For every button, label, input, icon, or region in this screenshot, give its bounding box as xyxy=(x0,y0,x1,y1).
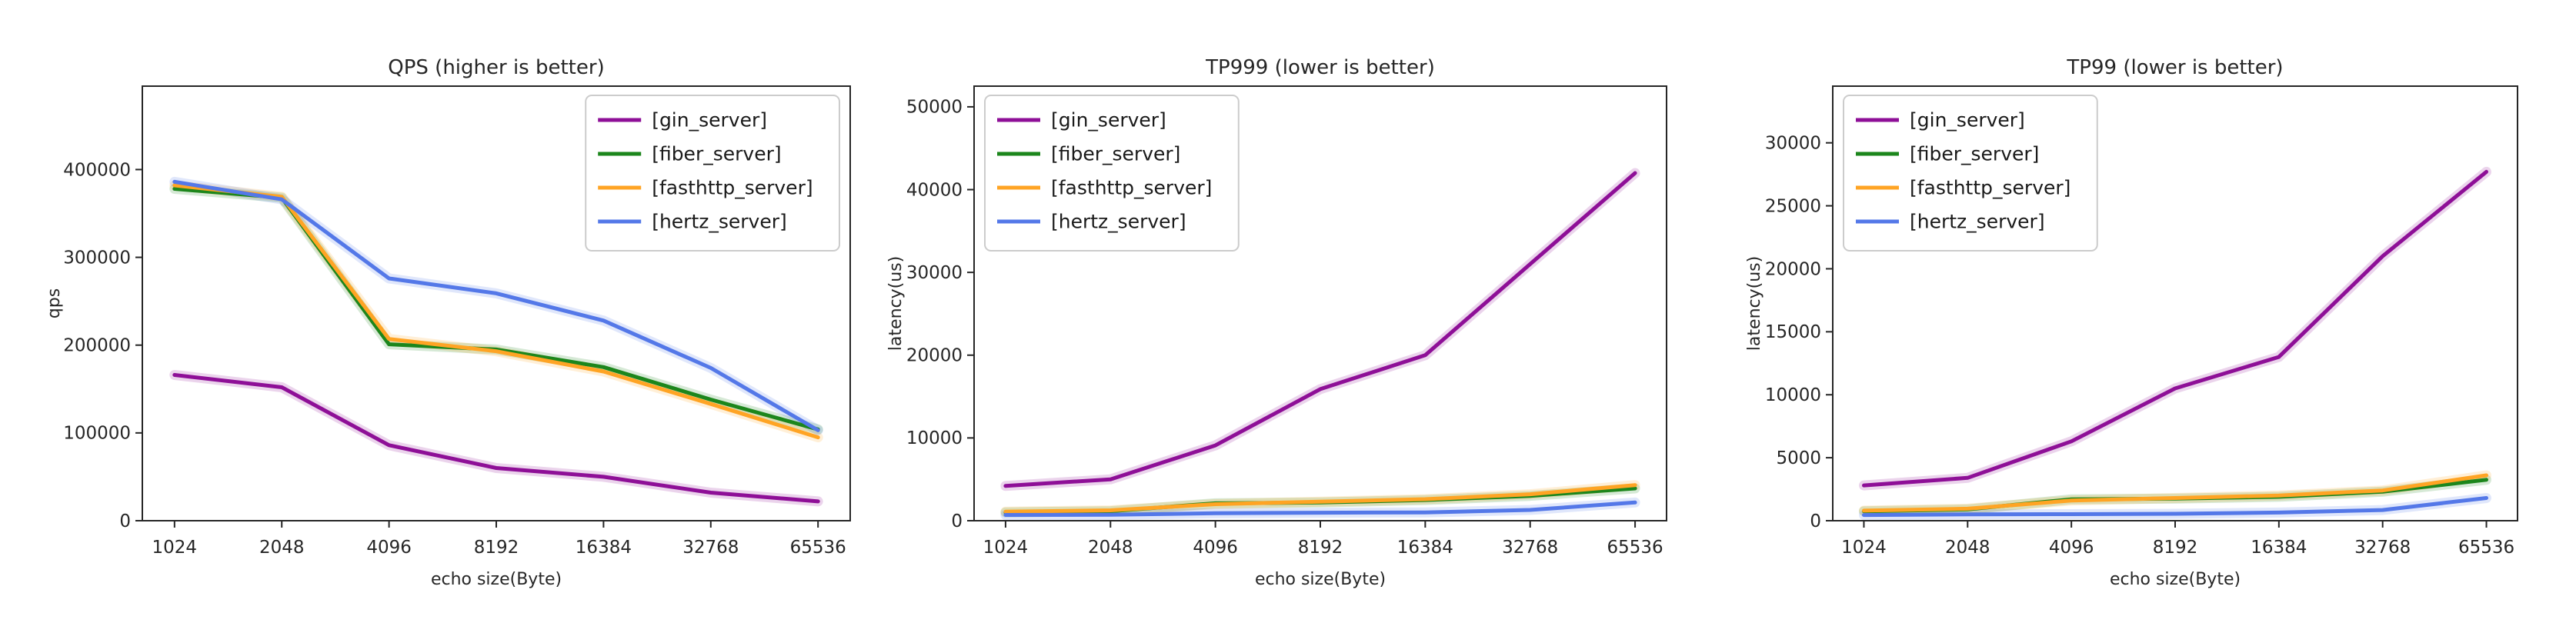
x-tick-label: 16384 xyxy=(576,538,632,558)
x-axis-label: echo size(Byte) xyxy=(431,570,562,589)
series-group xyxy=(1859,166,2491,521)
series-band-gin_server xyxy=(169,370,823,507)
x-tick-label: 8192 xyxy=(1298,538,1343,558)
x-axis-label: echo size(Byte) xyxy=(2110,570,2241,589)
y-axis: 0 10000 20000 30000 40000 50000 xyxy=(906,98,974,531)
qps-chart: QPS (higher is better) 0 100000 200000 30000… xyxy=(45,56,851,589)
series-line-gin_server xyxy=(1862,169,2488,488)
legend-label: [hertz_server] xyxy=(1910,211,2045,233)
series-line-hertz_server xyxy=(1003,500,1637,517)
legend-label: [fiber_server] xyxy=(652,143,781,165)
y-tick-label: 100000 xyxy=(63,424,131,444)
y-tick-label: 200000 xyxy=(63,336,131,356)
chart-title: QPS (higher is better) xyxy=(388,56,604,79)
series-line-fasthttp_server xyxy=(172,183,820,440)
legend-box xyxy=(984,95,1240,252)
x-tick-label: 16384 xyxy=(2251,538,2307,558)
x-tick-label: 4096 xyxy=(2049,538,2094,558)
y-tick-label: 300000 xyxy=(63,248,131,268)
y-tick-label: 25000 xyxy=(1765,196,1821,216)
y-tick-label: 5000 xyxy=(1776,448,1821,468)
chart-panel-qps: QPS (higher is better) 0 100000 200000 30000… xyxy=(0,0,859,623)
y-axis-label: qps xyxy=(45,288,64,318)
series-line-fasthttp_server xyxy=(1003,483,1637,514)
x-tick-label: 1024 xyxy=(983,538,1029,558)
x-tick-label: 8192 xyxy=(2153,538,2198,558)
x-tick-label: 2048 xyxy=(259,538,305,558)
y-tick-label: 15000 xyxy=(1765,322,1821,342)
y-tick-label: 20000 xyxy=(1765,259,1821,279)
series-group xyxy=(169,176,823,507)
y-axis-label: latency(us) xyxy=(1745,256,1764,351)
tp999-chart: TP999 (lower is better) 0 10000 20000 30000 4… xyxy=(886,56,1667,589)
legend: [gin_server] [fiber_server] [fasthttp_serv… xyxy=(585,95,840,252)
y-tick-label: 0 xyxy=(951,511,963,531)
x-tick-label: 2048 xyxy=(1088,538,1133,558)
legend-box xyxy=(1843,95,2098,252)
y-tick-label: 400000 xyxy=(63,160,131,180)
legend: [gin_server] [fiber_server] [fasthttp_serv… xyxy=(1843,95,2098,252)
legend-label: [fasthttp_server] xyxy=(1910,177,2070,199)
x-tick-label: 65536 xyxy=(790,538,846,558)
x-tick-label: 32768 xyxy=(1502,538,1558,558)
tp99-chart: TP99 (lower is better) 0 5000 10000 15000 200… xyxy=(1745,56,2518,589)
y-tick-label: 40000 xyxy=(906,180,963,200)
x-axis: 1024 2048 4096 8192 16384 32768 65536 xyxy=(152,521,846,558)
legend-label: [hertz_server] xyxy=(1051,211,1186,233)
y-tick-label: 20000 xyxy=(906,346,963,366)
y-axis: 0 100000 200000 300000 400000 xyxy=(63,160,142,531)
y-tick-label: 30000 xyxy=(1765,134,1821,154)
legend-label: [fiber_server] xyxy=(1051,143,1180,165)
legend-label: [fasthttp_server] xyxy=(652,177,813,199)
x-tick-label: 1024 xyxy=(152,538,198,558)
x-tick-label: 65536 xyxy=(2458,538,2514,558)
series-line-hertz_server xyxy=(1862,496,2488,518)
legend-label: [gin_server] xyxy=(652,109,767,132)
y-tick-label: 0 xyxy=(119,511,131,531)
y-axis-label: latency(us) xyxy=(886,256,906,351)
chart-panel-tp99: TP99 (lower is better) 0 5000 10000 15000 200… xyxy=(1717,0,2576,623)
chart-title: TP99 (lower is better) xyxy=(2066,56,2283,79)
y-axis: 0 5000 10000 15000 20000 25000 30000 xyxy=(1765,134,1833,531)
x-tick-label: 32768 xyxy=(682,538,739,558)
x-tick-label: 2048 xyxy=(1945,538,1990,558)
series-line-gin_server xyxy=(172,373,820,504)
legend: [gin_server] [fiber_server] [fasthttp_serv… xyxy=(984,95,1240,252)
y-tick-label: 50000 xyxy=(906,98,963,118)
x-tick-label: 16384 xyxy=(1397,538,1453,558)
x-tick-label: 4096 xyxy=(1193,538,1238,558)
series-line-hertz_server xyxy=(172,179,820,432)
x-axis: 1024 2048 4096 8192 16384 32768 65536 xyxy=(1841,521,2514,558)
legend-box xyxy=(585,95,840,252)
x-tick-label: 1024 xyxy=(1841,538,1887,558)
chart-title: TP999 (lower is better) xyxy=(1205,56,1435,79)
legend-label: [gin_server] xyxy=(1910,109,2025,132)
x-tick-label: 8192 xyxy=(474,538,519,558)
x-axis: 1024 2048 4096 8192 16384 32768 65536 xyxy=(983,521,1663,558)
y-tick-label: 10000 xyxy=(1765,385,1821,405)
legend-label: [gin_server] xyxy=(1051,109,1166,132)
x-axis-label: echo size(Byte) xyxy=(1255,570,1386,589)
y-tick-label: 10000 xyxy=(906,428,963,448)
series-line-fasthttp_server xyxy=(1862,473,2488,513)
legend-label: [fiber_server] xyxy=(1910,143,2039,165)
legend-label: [fasthttp_server] xyxy=(1051,177,1212,199)
x-tick-label: 65536 xyxy=(1607,538,1663,558)
y-tick-label: 0 xyxy=(1810,511,1821,531)
chart-panel-tp999: TP999 (lower is better) 0 10000 20000 30000 4… xyxy=(859,0,1717,623)
legend-label: [hertz_server] xyxy=(652,211,787,233)
x-tick-label: 4096 xyxy=(366,538,412,558)
x-tick-label: 32768 xyxy=(2354,538,2411,558)
series-group xyxy=(1000,168,1640,520)
y-tick-label: 30000 xyxy=(906,263,963,283)
series-line-gin_server xyxy=(1003,171,1637,488)
